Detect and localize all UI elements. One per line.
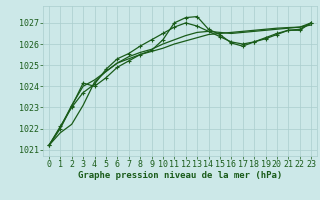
X-axis label: Graphe pression niveau de la mer (hPa): Graphe pression niveau de la mer (hPa) [78,171,282,180]
